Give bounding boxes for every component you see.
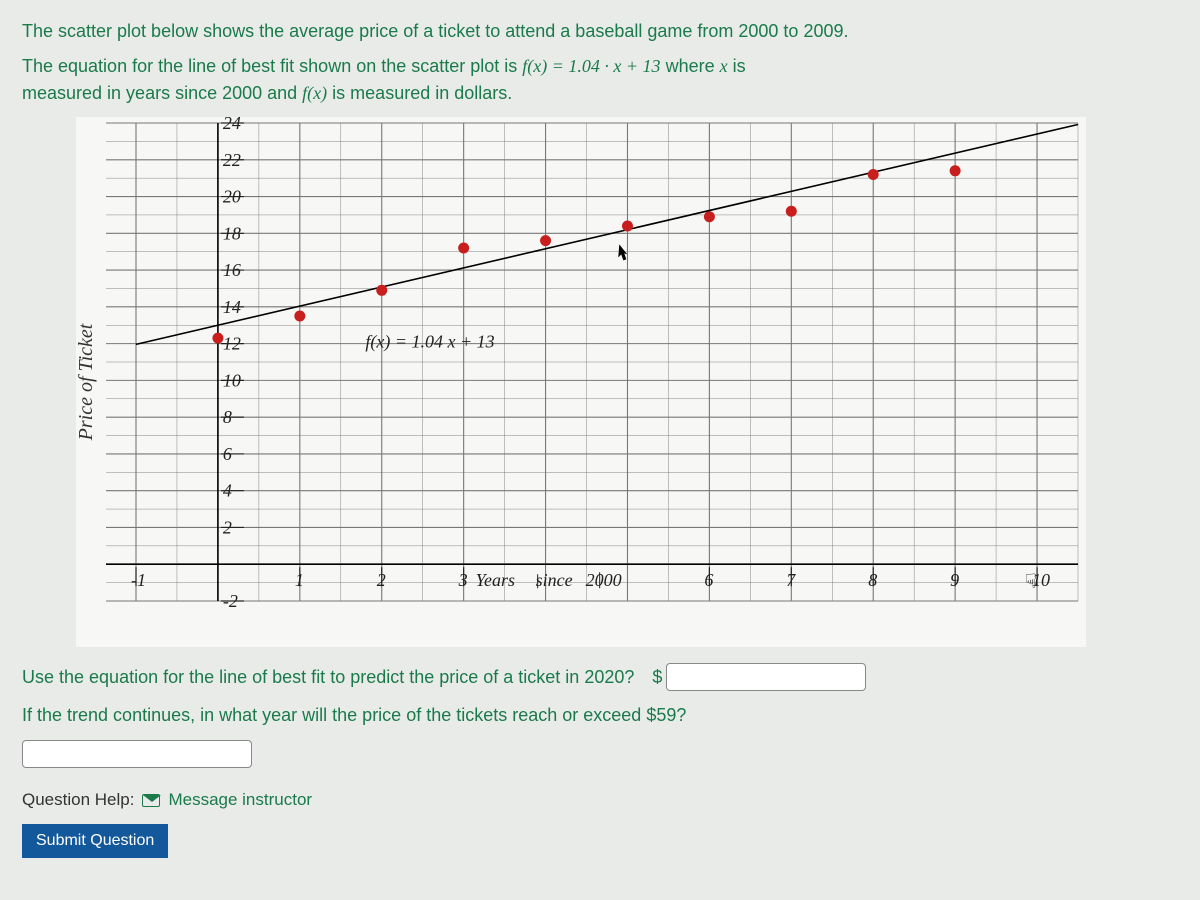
svg-text:☟: ☟ xyxy=(1025,571,1037,593)
svg-text:2000: 2000 xyxy=(586,570,622,590)
help-label: Question Help: xyxy=(22,790,134,810)
q2-text: If the trend continues, in what year wil… xyxy=(22,705,686,726)
q1-dollar: $ xyxy=(652,667,662,688)
eq2-post: is measured in dollars. xyxy=(332,83,512,103)
eq-post: where xyxy=(666,56,720,76)
svg-text:3: 3 xyxy=(458,570,468,590)
svg-text:24: 24 xyxy=(223,117,241,133)
equation-line: The equation for the line of best fit sh… xyxy=(22,53,1178,107)
eq2-pre: measured in years since 2000 and xyxy=(22,83,302,103)
svg-text:-1: -1 xyxy=(131,570,146,590)
eq-fx: f(x) xyxy=(302,83,327,103)
question-help-row: Question Help: Message instructor xyxy=(22,790,1178,810)
scatter-plot: Price of Ticket 24222018161412108642-2-1… xyxy=(76,117,1086,647)
y-axis-label: Price of Ticket xyxy=(75,324,98,441)
eq-math: f(x) = 1.04 · x + 13 xyxy=(522,56,660,76)
svg-text:f(x) = 1.04 x + 13: f(x) = 1.04 x + 13 xyxy=(365,332,494,353)
eq-var: x xyxy=(720,56,728,76)
intro-text: The scatter plot below shows the average… xyxy=(22,18,1178,45)
question-2: If the trend continues, in what year wil… xyxy=(22,705,1178,726)
svg-text:Years: Years xyxy=(476,570,515,590)
q1-text: Use the equation for the line of best fi… xyxy=(22,667,634,688)
submit-question-button[interactable]: Submit Question xyxy=(22,824,168,858)
eq-end: is xyxy=(733,56,746,76)
q2-answer-input[interactable] xyxy=(22,740,252,768)
question-1: Use the equation for the line of best fi… xyxy=(22,663,1178,691)
q1-answer-input[interactable] xyxy=(666,663,866,691)
envelope-icon xyxy=(142,794,160,807)
eq-pre: The equation for the line of best fit sh… xyxy=(22,56,522,76)
message-instructor-link[interactable]: Message instructor xyxy=(168,790,312,810)
chart-svg: 24222018161412108642-2-1123678910Yearssi… xyxy=(76,117,1086,647)
svg-text:since: since xyxy=(536,570,573,590)
